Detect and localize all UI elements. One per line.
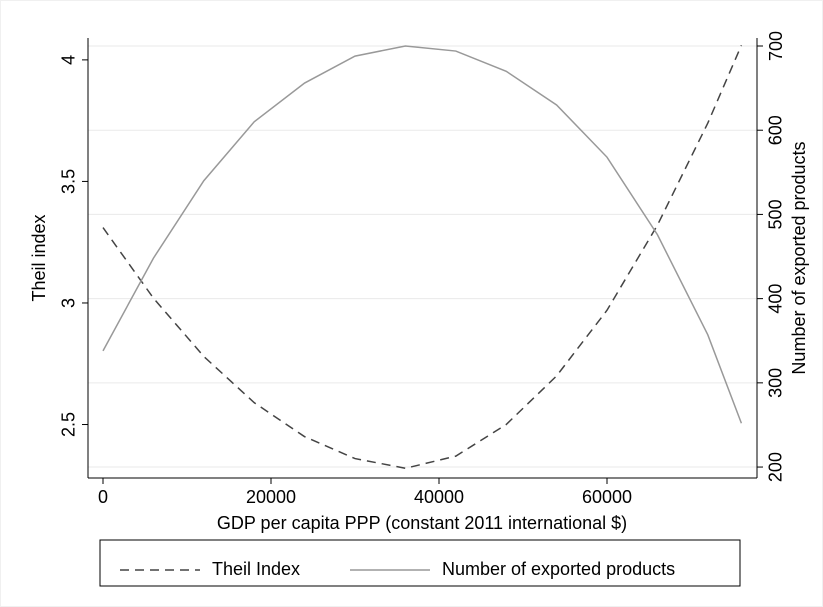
y2-axis-title: Number of exported products — [789, 141, 809, 374]
line-series — [102, 45, 743, 424]
x-tick-label: 40000 — [414, 487, 464, 507]
x-tick-label: 20000 — [246, 487, 296, 507]
y2-tick-label: 700 — [766, 31, 786, 61]
legend-label: Theil Index — [212, 559, 300, 579]
y-tick-label: 4 — [59, 55, 79, 65]
x-tick-label: 0 — [98, 487, 108, 507]
y2-tick-label: 500 — [766, 199, 786, 229]
x-axis-title: GDP per capita PPP (constant 2011 intern… — [217, 513, 627, 533]
grid — [88, 45, 757, 468]
y2-tick-label: 300 — [766, 368, 786, 398]
y-tick-label: 2.5 — [59, 412, 79, 437]
y2-tick-label: 200 — [766, 452, 786, 482]
y2-tick-label: 400 — [766, 284, 786, 314]
y-axis-title: Theil index — [29, 214, 49, 301]
line-series — [102, 44, 743, 470]
y-tick-label: 3.5 — [59, 169, 79, 194]
x-tick-label: 60000 — [582, 487, 632, 507]
y-tick-label: 3 — [59, 298, 79, 308]
plot-area — [102, 44, 743, 470]
y2-tick-label: 600 — [766, 115, 786, 145]
legend — [99, 539, 741, 587]
legend-label: Number of exported products — [442, 559, 675, 579]
